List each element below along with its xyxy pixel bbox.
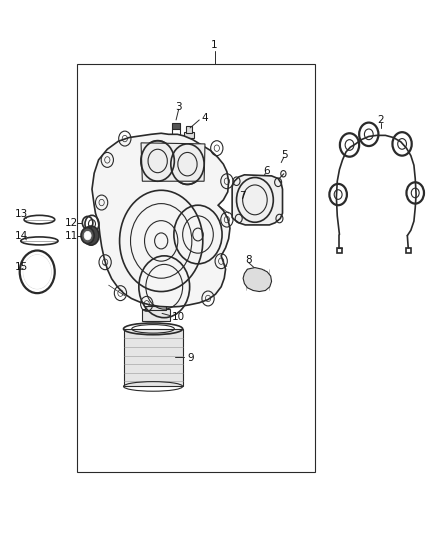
Text: 4: 4 — [201, 114, 208, 123]
Circle shape — [81, 228, 94, 244]
Text: 3: 3 — [175, 102, 182, 111]
Text: 8: 8 — [245, 255, 252, 265]
Text: 7: 7 — [239, 191, 246, 201]
Text: 12: 12 — [64, 218, 78, 228]
Text: 14: 14 — [15, 231, 28, 240]
FancyBboxPatch shape — [184, 132, 194, 138]
Polygon shape — [243, 268, 272, 292]
FancyBboxPatch shape — [145, 306, 166, 310]
Polygon shape — [141, 143, 205, 181]
Text: 11: 11 — [64, 231, 78, 240]
FancyBboxPatch shape — [172, 123, 180, 129]
FancyBboxPatch shape — [186, 126, 192, 133]
Text: 10: 10 — [172, 312, 185, 322]
Text: 13: 13 — [15, 209, 28, 219]
FancyBboxPatch shape — [142, 309, 170, 321]
Circle shape — [83, 226, 99, 245]
Text: 9: 9 — [187, 353, 194, 363]
Text: 15: 15 — [15, 262, 28, 271]
Circle shape — [23, 255, 51, 289]
Circle shape — [84, 231, 91, 240]
Polygon shape — [232, 175, 283, 225]
Text: 1: 1 — [211, 41, 218, 50]
Text: 6: 6 — [263, 166, 270, 175]
Text: 5: 5 — [281, 150, 288, 159]
Text: 2: 2 — [378, 115, 385, 125]
FancyBboxPatch shape — [124, 329, 183, 386]
Polygon shape — [92, 133, 230, 307]
